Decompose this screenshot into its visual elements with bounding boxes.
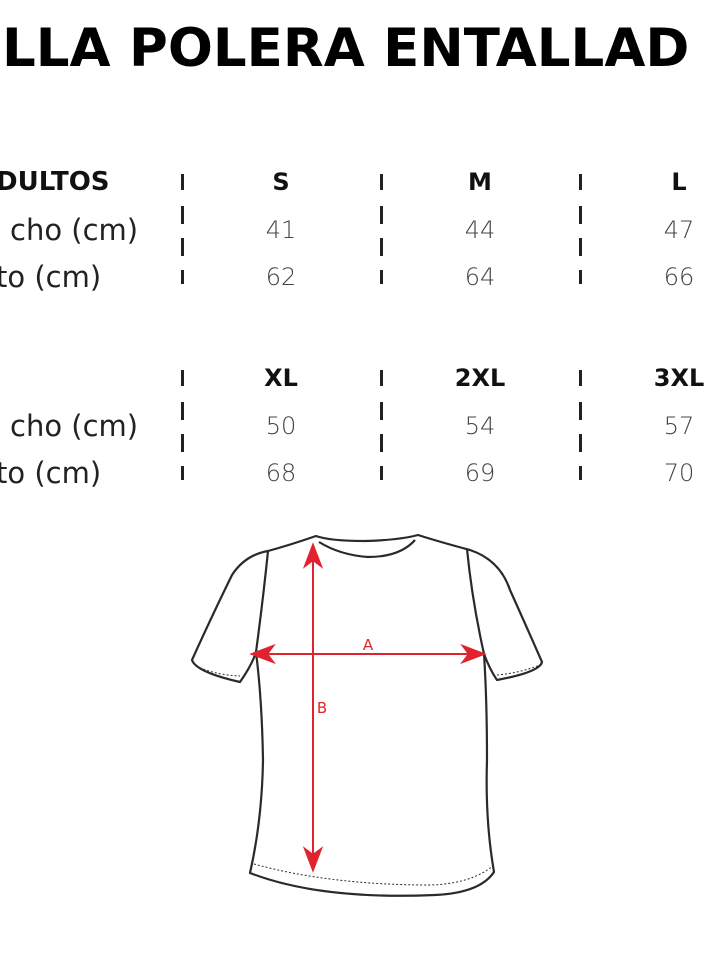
size-value: 41 (265, 216, 297, 244)
size-header: S (272, 168, 290, 196)
tshirt-outline (190, 533, 544, 897)
size-value: 62 (265, 263, 297, 291)
column-divider (579, 270, 582, 284)
size-header: 3XL (653, 364, 705, 392)
measurement-arrows (249, 542, 487, 873)
size-value: 44 (464, 216, 496, 244)
size-value: 64 (464, 263, 496, 291)
length-arrow-head-top (302, 542, 324, 569)
size-value: 50 (265, 412, 297, 440)
column-divider (579, 238, 582, 256)
width-label: A (363, 636, 374, 654)
column-divider (579, 434, 582, 452)
size-value: 68 (265, 459, 297, 487)
column-divider (181, 238, 184, 256)
column-divider (579, 206, 582, 224)
size-value: 69 (464, 459, 496, 487)
column-divider (380, 174, 383, 190)
size-value: 47 (663, 216, 695, 244)
column-divider (579, 466, 582, 480)
column-divider (579, 370, 582, 386)
size-value: 70 (663, 459, 695, 487)
size-header: L (671, 168, 687, 196)
page-title: LLA POLERA ENTALLAD (2, 18, 690, 79)
size-value: 57 (663, 412, 695, 440)
size-value: 54 (464, 412, 496, 440)
size-header: M (468, 168, 492, 196)
table-header-label: DULTOS (0, 167, 110, 197)
length-label: B (317, 699, 327, 717)
column-divider (380, 402, 383, 420)
column-divider (579, 174, 582, 190)
width-arrow-head-right (460, 643, 487, 665)
column-divider (380, 238, 383, 256)
column-divider (181, 466, 184, 480)
column-divider (181, 270, 184, 284)
row-label: to (cm) (0, 456, 102, 490)
size-value: 66 (663, 263, 695, 291)
row-label: to (cm) (0, 260, 102, 294)
width-arrow-head-left (249, 643, 276, 665)
column-divider (380, 434, 383, 452)
row-label: cho (cm) (10, 213, 139, 247)
column-divider (181, 174, 184, 190)
size-header: 2XL (454, 364, 506, 392)
row-label: cho (cm) (10, 409, 139, 443)
column-divider (181, 370, 184, 386)
column-divider (181, 206, 184, 224)
column-divider (579, 402, 582, 420)
column-divider (380, 270, 383, 284)
column-divider (380, 466, 383, 480)
column-divider (380, 206, 383, 224)
length-arrow-head-bottom (302, 846, 324, 873)
column-divider (181, 434, 184, 452)
column-divider (181, 402, 184, 420)
size-header: XL (264, 364, 298, 392)
column-divider (380, 370, 383, 386)
